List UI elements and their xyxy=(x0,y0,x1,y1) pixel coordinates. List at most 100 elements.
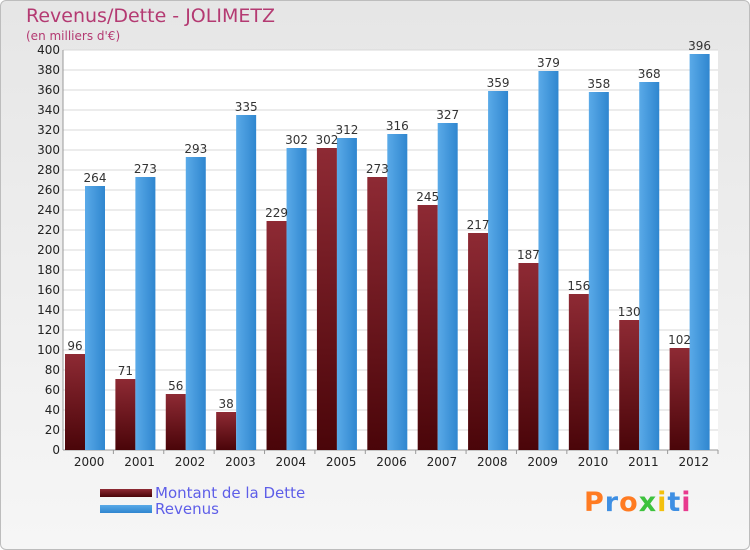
chart-subtitle: (en milliers d'€) xyxy=(26,29,121,43)
bar-dette xyxy=(216,412,237,450)
y-tick-label: 240 xyxy=(37,203,60,217)
bar-dette xyxy=(367,177,388,450)
y-tick-label: 20 xyxy=(45,423,60,437)
bar-dette xyxy=(417,205,438,450)
data-label-revenus: 396 xyxy=(688,39,711,53)
bar-revenus xyxy=(85,186,105,450)
bar-dette xyxy=(669,348,690,450)
y-tick-label: 280 xyxy=(37,163,60,177)
bar-revenus xyxy=(588,92,609,450)
x-tick-label: 2007 xyxy=(427,455,458,469)
y-tick-label: 120 xyxy=(37,323,60,337)
y-tick-label: 220 xyxy=(37,223,60,237)
x-tick-label: 2005 xyxy=(326,455,357,469)
bar-dette xyxy=(165,394,186,450)
y-tick-label: 100 xyxy=(37,343,60,357)
data-label-revenus: 312 xyxy=(335,123,358,137)
data-label-dette: 96 xyxy=(67,339,82,353)
logo-letter: x xyxy=(638,487,658,518)
bar-dette xyxy=(266,221,287,450)
data-label-revenus: 359 xyxy=(487,76,510,90)
x-tick-label: 2012 xyxy=(679,455,710,469)
data-label-dette: 273 xyxy=(366,162,389,176)
logo-letter: i xyxy=(657,487,668,518)
chart-title: Revenus/Dette - JOLIMETZ xyxy=(26,5,275,27)
brand-logo: Proxiti xyxy=(584,487,692,518)
data-label-dette: 102 xyxy=(668,333,691,347)
x-tick-label: 2006 xyxy=(376,455,407,469)
y-tick-label: 260 xyxy=(37,183,60,197)
data-label-revenus: 316 xyxy=(386,119,409,133)
x-tick-label: 2011 xyxy=(628,455,659,469)
logo-letter: t xyxy=(667,487,682,518)
legend-swatch-revenus xyxy=(100,505,152,513)
data-label-dette: 56 xyxy=(168,379,183,393)
y-tick-label: 140 xyxy=(37,303,60,317)
bar-revenus xyxy=(135,177,156,450)
bar-revenus xyxy=(286,148,307,450)
y-tick-label: 180 xyxy=(37,263,60,277)
data-label-revenus: 264 xyxy=(84,171,107,185)
x-tick-label: 2010 xyxy=(578,455,609,469)
logo-letter: o xyxy=(619,487,639,518)
bar-dette xyxy=(619,320,640,450)
data-label-dette: 156 xyxy=(567,279,590,293)
data-label-dette: 245 xyxy=(416,190,439,204)
data-label-dette: 187 xyxy=(517,248,540,262)
bar-dette xyxy=(65,354,85,450)
bar-dette xyxy=(316,148,337,450)
y-tick-label: 360 xyxy=(37,83,60,97)
logo-letter: i xyxy=(681,487,692,518)
y-tick-label: 300 xyxy=(37,143,60,157)
data-label-revenus: 368 xyxy=(638,67,661,81)
data-label-revenus: 293 xyxy=(184,142,207,156)
y-tick-label: 320 xyxy=(37,123,60,137)
y-tick-label: 80 xyxy=(45,363,60,377)
x-tick-label: 2000 xyxy=(74,455,105,469)
bar-dette xyxy=(568,294,589,450)
legend-label-dette: Montant de la Dette xyxy=(155,484,306,502)
x-tick-label: 2004 xyxy=(275,455,306,469)
bar-revenus xyxy=(488,91,509,450)
data-label-dette: 302 xyxy=(315,133,338,147)
y-tick-label: 40 xyxy=(45,403,60,417)
bar-dette xyxy=(518,263,539,450)
x-tick-label: 2009 xyxy=(527,455,558,469)
legend-swatch-dette xyxy=(100,489,152,497)
bar-dette xyxy=(468,233,489,450)
bar-revenus xyxy=(639,82,660,450)
logo-letter: P xyxy=(584,487,605,518)
data-label-dette: 130 xyxy=(618,305,641,319)
legend-label-revenus: Revenus xyxy=(155,500,219,518)
data-label-dette: 71 xyxy=(118,364,133,378)
data-label-dette: 217 xyxy=(467,218,490,232)
logo-letter: r xyxy=(604,487,620,518)
data-label-revenus: 302 xyxy=(285,133,308,147)
y-tick-label: 0 xyxy=(52,443,60,457)
data-label-revenus: 327 xyxy=(436,108,459,122)
y-tick-label: 400 xyxy=(37,43,60,57)
data-label-dette: 229 xyxy=(265,206,288,220)
bar-revenus xyxy=(538,71,559,450)
data-label-dette: 38 xyxy=(219,397,234,411)
x-tick-label: 2002 xyxy=(175,455,206,469)
bar-revenus xyxy=(689,54,710,450)
bar-revenus xyxy=(336,138,357,450)
y-tick-label: 200 xyxy=(37,243,60,257)
data-label-revenus: 335 xyxy=(235,100,258,114)
y-tick-label: 340 xyxy=(37,103,60,117)
y-tick-label: 60 xyxy=(45,383,60,397)
bar-revenus xyxy=(236,115,257,450)
bar-revenus xyxy=(437,123,458,450)
data-label-revenus: 273 xyxy=(134,162,157,176)
y-tick-label: 160 xyxy=(37,283,60,297)
data-label-revenus: 379 xyxy=(537,56,560,70)
bar-revenus xyxy=(387,134,408,450)
y-tick-label: 380 xyxy=(37,63,60,77)
x-tick-label: 2003 xyxy=(225,455,256,469)
data-label-revenus: 358 xyxy=(587,77,610,91)
bar-dette xyxy=(115,379,136,450)
bar-revenus xyxy=(185,157,206,450)
x-tick-label: 2008 xyxy=(477,455,508,469)
